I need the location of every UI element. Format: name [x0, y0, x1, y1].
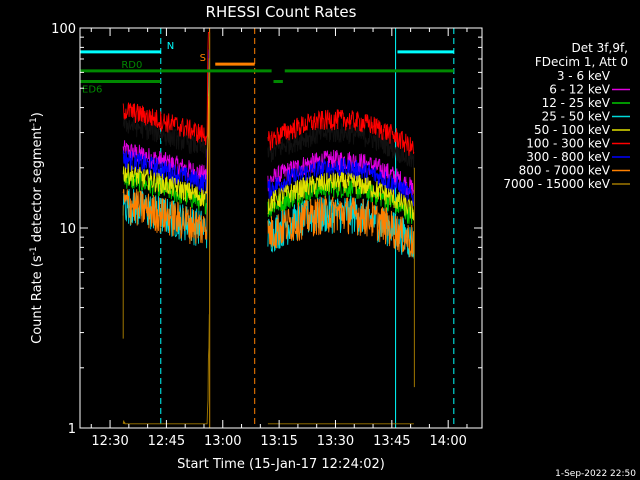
legend-label: 100 - 300 keV	[526, 137, 610, 151]
series-line	[267, 171, 415, 221]
y-axis-label-mid: detector segment	[30, 126, 45, 246]
y-axis-label-end: )	[30, 112, 45, 117]
x-tick-label: 13:30	[317, 434, 354, 449]
flag-bar-label: RD0	[121, 60, 142, 71]
flag-bar-label: N	[167, 41, 174, 52]
legend-label: 800 - 7000 keV	[519, 164, 611, 178]
data-layer	[122, 28, 455, 428]
legend-label: 3 - 6 keV	[557, 69, 611, 83]
legend-label: 7000 - 15000 keV	[503, 177, 610, 191]
y-axis-label-main: Count Rate (s	[30, 255, 45, 344]
y-axis-label-sup1: -1	[29, 246, 39, 255]
x-tick-label: 14:00	[429, 434, 466, 449]
y-axis-label-sup2: -1	[29, 117, 39, 126]
flag-bar-label: ED6	[82, 85, 102, 96]
legend-label: 6 - 12 keV	[549, 83, 611, 97]
chart-title: RHESSI Count Rates	[206, 3, 357, 21]
y-tick-label: 1	[68, 422, 76, 437]
y-tick-label: 10	[59, 222, 76, 237]
series-line	[122, 58, 210, 207]
x-tick-label: 13:00	[204, 434, 241, 449]
series-line	[122, 49, 210, 194]
y-tick-label: 100	[51, 22, 76, 37]
series-line	[122, 32, 210, 158]
legend-label: 300 - 800 keV	[526, 150, 610, 164]
series-line	[267, 195, 415, 258]
x-tick-label: 13:15	[260, 434, 297, 449]
x-tick-label: 12:45	[148, 434, 185, 449]
flag-bar-label: S	[200, 53, 206, 64]
series-line	[267, 158, 415, 207]
x-axis-label: Start Time (15-Jan-17 12:24:02)	[177, 457, 385, 472]
series-line	[267, 123, 415, 170]
x-tick-label: 12:30	[91, 434, 128, 449]
footer-date: 1-Sep-2022 22:50	[555, 469, 636, 479]
x-tick-label: 13:45	[373, 434, 410, 449]
series-line	[122, 96, 210, 245]
series-line	[122, 32, 210, 146]
y-axis-label: Count Rate (s-1 detector segment-1)	[29, 112, 45, 344]
legend-header-detectors: Det 3f,9f,	[572, 41, 629, 55]
legend-header-decimation: FDecim 1, Att 0	[535, 55, 628, 69]
legend-label: 50 - 100 keV	[534, 123, 611, 137]
legend-label: 12 - 25 keV	[542, 96, 611, 110]
axes: 12:30 12:45 13:00 13:15 13:30 13:45 14:00 1 10 10…	[51, 22, 482, 449]
series-line	[267, 109, 415, 156]
legend-label: 25 - 50 keV	[542, 110, 611, 124]
flag-bars: N S RD0 ED6	[80, 41, 454, 96]
